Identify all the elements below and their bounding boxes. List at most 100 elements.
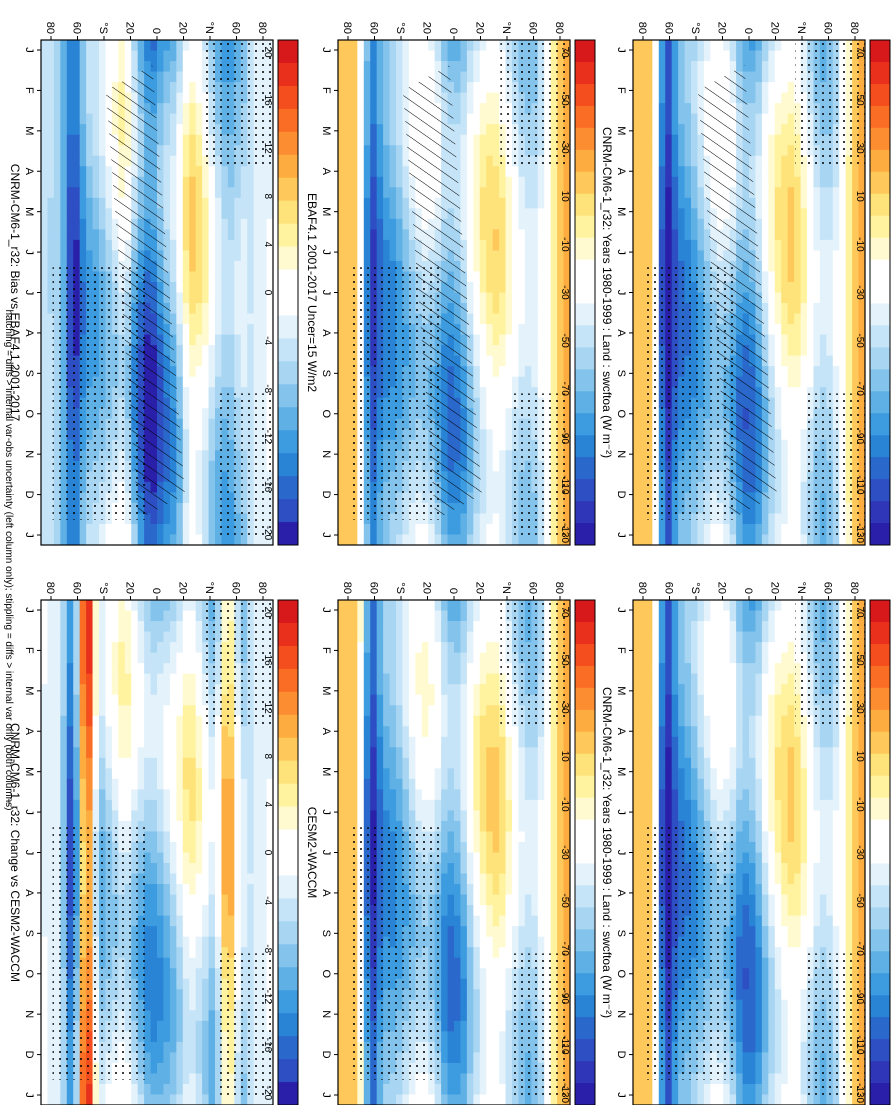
heatmap-cell: [832, 345, 840, 357]
heatmap-cell: [696, 810, 704, 822]
heatmap-cell: [671, 250, 679, 262]
heatmap-cell: [761, 884, 769, 896]
heatmap-cell: [793, 387, 801, 399]
heatmap-cell: [845, 884, 853, 896]
heatmap-cell: [658, 1094, 666, 1105]
colorbar-tick-label: 10: [854, 191, 865, 203]
heatmap-cell: [793, 810, 801, 822]
heatmap-cell: [498, 481, 506, 493]
heatmap-cell: [722, 736, 730, 748]
heatmap-cell: [651, 71, 659, 83]
heatmap-cell: [530, 271, 538, 283]
heatmap-cell: [485, 61, 493, 73]
heatmap-cell: [427, 523, 435, 535]
heatmap-cell: [677, 652, 685, 664]
heatmap-cell: [754, 884, 762, 896]
heatmap-cell: [780, 250, 788, 262]
heatmap-cell: [806, 736, 814, 748]
heatmap-cell: [858, 863, 865, 875]
heatmap-cell: [709, 1094, 717, 1105]
heatmap-cell: [395, 197, 403, 209]
heatmap-cell: [684, 145, 691, 157]
heatmap-cell: [800, 799, 807, 811]
heatmap-cell: [677, 523, 685, 535]
heatmap-cell: [466, 260, 474, 272]
heatmap-cell: [800, 936, 807, 948]
heatmap-cell: [485, 40, 493, 52]
heatmap-cell: [845, 197, 853, 209]
heatmap-cell: [825, 345, 833, 357]
heatmap-cell: [492, 166, 500, 178]
heatmap-cell: [684, 523, 691, 535]
heatmap-cell: [767, 281, 775, 293]
heatmap-cell: [716, 610, 724, 622]
heatmap-cell: [793, 736, 801, 748]
heatmap-cell: [800, 397, 807, 409]
heatmap-cell: [812, 260, 820, 272]
heatmap-cell: [543, 281, 551, 293]
heatmap-cell: [780, 218, 788, 230]
heatmap-cell: [754, 820, 762, 832]
heatmap-cell: [703, 50, 711, 62]
heatmap-cell: [703, 694, 711, 706]
heatmap-cell: [754, 610, 762, 622]
heatmap-cell: [761, 652, 769, 664]
heatmap-cell: [748, 778, 756, 790]
heatmap-cell: [492, 313, 500, 325]
heatmap-cell: [709, 684, 717, 696]
heatmap-cell: [395, 166, 403, 178]
heatmap-cell: [742, 999, 749, 1011]
colorbar-swatch: [575, 413, 595, 436]
heatmap-cell: [645, 621, 653, 633]
heatmap-cell: [780, 71, 788, 83]
colorbar-swatch: [575, 215, 595, 239]
heatmap-cell: [664, 239, 672, 251]
heatmap-cell: [787, 852, 795, 864]
heatmap-cell: [543, 166, 551, 178]
heatmap-cell: [780, 715, 788, 727]
heatmap-cell: [812, 820, 820, 832]
heatmap-cell: [434, 534, 442, 546]
heatmap-cell: [645, 92, 653, 104]
heatmap-cell: [671, 124, 679, 136]
heatmap-cell: [645, 778, 653, 790]
heatmap-cell: [716, 61, 724, 73]
heatmap-cell: [748, 1041, 756, 1053]
heatmap-cell: [543, 239, 551, 251]
heatmap-cell: [767, 534, 775, 546]
heatmap-cell: [748, 642, 756, 654]
heatmap-cell: [787, 197, 795, 209]
heatmap-cell: [838, 176, 846, 188]
heatmap-cell: [742, 915, 749, 927]
heatmap-cell: [838, 736, 846, 748]
heatmap-cell: [812, 936, 820, 948]
heatmap-cell: [459, 176, 467, 188]
y-tick-label: 60: [822, 22, 834, 34]
heatmap-cell: [787, 408, 795, 420]
heatmap-cell: [819, 376, 827, 388]
heatmap-cell: [729, 663, 737, 675]
heatmap-cell: [780, 450, 788, 462]
heatmap-cell: [638, 523, 646, 535]
heatmap-cell: [767, 113, 775, 125]
heatmap-cell: [716, 747, 724, 759]
heatmap-cell: [774, 852, 782, 864]
heatmap-cell: [754, 926, 762, 938]
heatmap-cell: [550, 355, 558, 367]
heatmap-cell: [825, 768, 833, 780]
heatmap-cell: [748, 968, 756, 980]
heatmap-cell: [742, 926, 749, 938]
heatmap-cell: [466, 208, 474, 220]
heatmap-cell: [550, 345, 558, 357]
heatmap-cell: [729, 789, 737, 801]
heatmap-cell: [774, 926, 782, 938]
heatmap-cell: [819, 345, 827, 357]
heatmap-cell: [845, 768, 853, 780]
heatmap-cell: [793, 355, 801, 367]
heatmap-cell: [479, 334, 487, 346]
heatmap-cell: [819, 334, 827, 346]
heatmap-cell: [459, 50, 467, 62]
heatmap-cell: [645, 82, 653, 94]
heatmap-cell: [401, 523, 409, 535]
heatmap-cell: [742, 1062, 749, 1074]
